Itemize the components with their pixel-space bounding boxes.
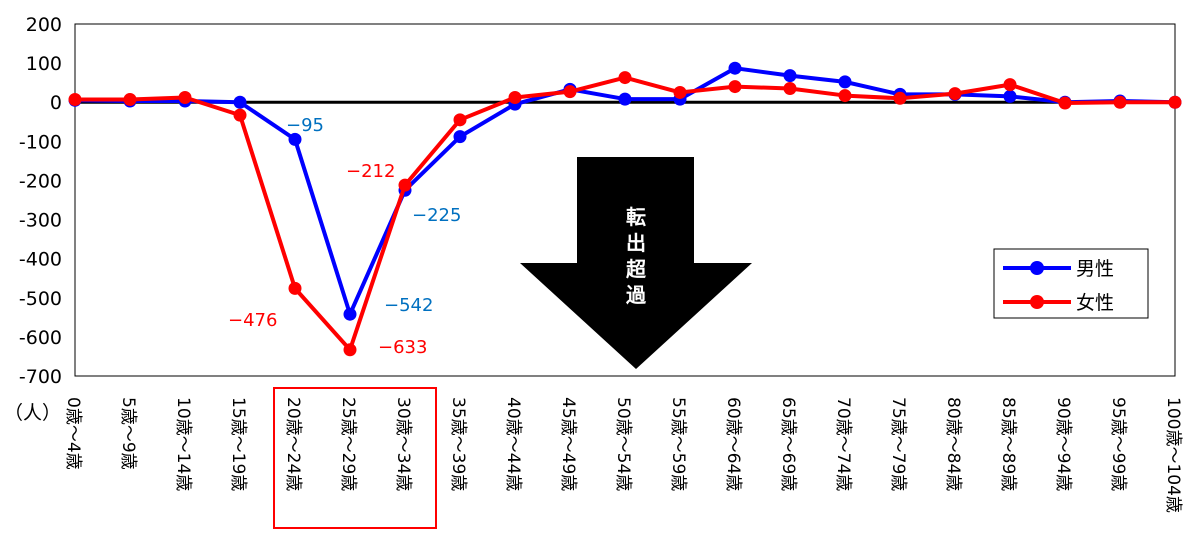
data-point-female	[1003, 78, 1017, 92]
data-point-female	[618, 71, 632, 85]
data-point-male	[343, 307, 357, 321]
arrow-shape	[520, 157, 752, 369]
data-point-female	[233, 108, 247, 122]
data-point-female	[563, 85, 577, 99]
data-point-female	[288, 281, 302, 295]
legend-male-label: 男性	[1076, 258, 1114, 280]
data-point-male	[728, 61, 742, 75]
y-tick-label: -100	[19, 131, 62, 153]
y-tick-label: -300	[19, 210, 62, 232]
data-point-female	[838, 89, 852, 103]
data-point-female	[398, 178, 412, 192]
label-female-20-24: −476	[228, 310, 277, 331]
label-female-25-29: −633	[378, 337, 427, 358]
data-point-female	[893, 91, 907, 105]
y-tick-label: 0	[50, 92, 62, 114]
x-category-label: 0歳～4歳	[63, 397, 83, 470]
x-category-label: 50歳～54歳	[613, 397, 633, 491]
data-point-male	[288, 132, 302, 146]
legend-female-label: 女性	[1076, 292, 1114, 314]
data-point-male	[783, 69, 797, 83]
legend-male-marker	[1030, 261, 1044, 275]
legend-box	[993, 248, 1149, 319]
y-unit-label: （人）	[4, 402, 61, 424]
x-axis-categories: 0歳～4歳 5歳～9歳 10歳～14歳 15歳～19歳 20歳～24歳 25歳～29歳 30…	[63, 397, 1183, 513]
data-point-male	[453, 130, 467, 144]
data-point-male	[233, 95, 247, 109]
data-point-female	[1058, 96, 1072, 110]
arrow-text-char: 超	[625, 257, 647, 281]
data-point-female	[1168, 95, 1182, 109]
x-category-label: 70歳～74歳	[833, 397, 853, 491]
x-category-label: 55歳～59歳	[668, 397, 688, 491]
label-male-30-34: −225	[412, 205, 461, 226]
y-tick-label: 100	[26, 53, 62, 75]
x-category-label: 30歳～34歳	[393, 397, 413, 491]
data-point-female	[123, 92, 137, 106]
data-point-female	[728, 80, 742, 94]
label-male-25-29: −542	[384, 295, 433, 316]
y-tick-label: -200	[19, 170, 62, 192]
x-category-label: 60歳～64歳	[723, 397, 743, 491]
x-category-label: 45歳～49歳	[558, 397, 578, 491]
data-point-female	[453, 113, 467, 127]
data-point-female	[1113, 95, 1127, 109]
y-tick-label: -700	[19, 366, 62, 388]
x-category-label: 40歳～44歳	[503, 397, 523, 491]
data-point-female	[508, 91, 522, 105]
x-category-label: 80歳～84歳	[943, 397, 963, 491]
y-tick-label: -500	[19, 288, 62, 310]
x-category-label: 75歳～79歳	[888, 397, 908, 491]
x-category-label: 90歳～94歳	[1053, 397, 1073, 491]
data-point-male	[1003, 89, 1017, 103]
data-labels: −95 −542 −225 −476 −633 −212	[228, 115, 461, 358]
legend: 男性 女性	[993, 248, 1149, 319]
x-category-label: 95歳～99歳	[1108, 397, 1128, 491]
x-category-label: 5歳～9歳	[118, 397, 138, 470]
x-category-label: 20歳～24歳	[283, 397, 303, 491]
legend-female-marker	[1030, 295, 1044, 309]
data-point-female	[343, 343, 357, 357]
data-point-male	[618, 92, 632, 106]
arrow-text-char: 出	[626, 231, 646, 255]
label-female-30-34: −212	[346, 161, 395, 182]
data-point-female	[673, 85, 687, 99]
y-tick-label: -400	[19, 249, 62, 271]
arrow-text-char: 転	[626, 205, 646, 229]
y-axis-ticks: 200 100 0 -100 -200 -300 -400 -500 -600 -700	[19, 14, 62, 388]
x-category-label: 15歳～19歳	[228, 397, 248, 491]
label-male-20-24: −95	[286, 115, 324, 136]
x-category-label: 10歳～14歳	[173, 397, 193, 491]
data-point-female	[68, 92, 82, 106]
y-tick-label: -600	[19, 327, 62, 349]
x-category-label: 25歳～29歳	[338, 397, 358, 491]
highlight-box	[273, 387, 437, 529]
data-point-female	[783, 82, 797, 96]
data-point-male	[838, 75, 852, 89]
data-point-female	[178, 91, 192, 105]
x-category-label: 65歳～69歳	[778, 397, 798, 491]
x-category-label: 35歳～39歳	[448, 397, 468, 491]
arrow-text-char: 過	[626, 283, 647, 307]
data-point-female	[948, 87, 962, 101]
series-layer	[68, 61, 1182, 357]
x-category-label: 100歳～104歳	[1163, 397, 1183, 513]
x-category-label: 85歳～89歳	[998, 397, 1018, 491]
y-tick-label: 200	[26, 14, 62, 36]
